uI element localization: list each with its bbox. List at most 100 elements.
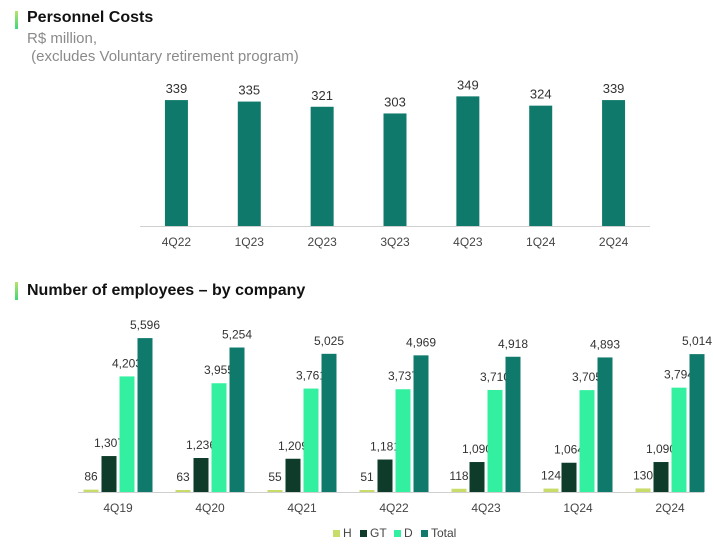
value-label-Total: 5,014 xyxy=(682,334,712,348)
top-chart-title: Personnel Costs xyxy=(27,9,154,26)
bar-Total-4Q20 xyxy=(229,347,245,492)
value-label-H: 130 xyxy=(633,468,653,482)
bar-H-1Q24 xyxy=(543,488,559,492)
cost-value-label: 339 xyxy=(603,81,625,96)
cost-value-label: 321 xyxy=(311,88,333,103)
value-label-GT: 1,064 xyxy=(554,443,584,457)
bar-GT-4Q19 xyxy=(101,456,117,492)
cost-tick-label: 4Q22 xyxy=(162,235,192,249)
value-label-Total: 4,969 xyxy=(406,335,436,349)
cost-bar-3Q23 xyxy=(383,113,407,226)
value-label-GT: 1,090 xyxy=(462,442,492,456)
cost-bar-1Q23 xyxy=(237,101,261,226)
top-chart-subtitle-line2: (excludes Voluntary retirement program) xyxy=(27,48,299,65)
value-label-D: 3,761 xyxy=(296,369,326,383)
personnel-costs-chart: 339 4Q22 335 1Q23 321 2Q23 303 3Q23 349 4Q23 324 1Q… xyxy=(140,77,650,249)
value-label-D: 4,203 xyxy=(112,356,142,370)
value-label-H: 124 xyxy=(541,469,561,483)
cost-bar-2Q23 xyxy=(310,106,334,226)
employees-tick-label: 2Q24 xyxy=(655,501,685,515)
cost-value-label: 339 xyxy=(166,81,188,96)
legend-swatch-H xyxy=(333,530,340,537)
bar-GT-4Q20 xyxy=(193,458,209,492)
bar-H-4Q22 xyxy=(359,490,375,492)
bar-H-4Q21 xyxy=(267,490,283,492)
employees-tick-label: 1Q24 xyxy=(563,501,593,515)
top-chart-subtitle-line1: R$ million, xyxy=(27,30,98,47)
bar-Total-4Q21 xyxy=(321,353,337,492)
bar-Total-1Q24 xyxy=(597,357,613,492)
cost-bar-4Q22 xyxy=(164,100,188,226)
legend-label-Total: Total xyxy=(431,526,456,540)
value-label-D: 3,737 xyxy=(388,369,418,383)
bar-H-2Q24 xyxy=(635,488,651,492)
bottom-chart-title: Number of employees – by company xyxy=(27,282,306,299)
cost-value-label: 303 xyxy=(384,94,406,109)
employees-tick-label: 4Q22 xyxy=(379,501,409,515)
employees-tick-label: 4Q21 xyxy=(287,501,317,515)
value-label-Total: 5,025 xyxy=(314,334,344,348)
employees-tick-label: 4Q23 xyxy=(471,501,501,515)
value-label-D: 3,710 xyxy=(480,370,510,384)
value-label-GT: 1,307 xyxy=(94,436,124,450)
value-label-GT: 1,236 xyxy=(186,438,216,452)
bar-Total-4Q19 xyxy=(137,338,153,492)
cost-value-label: 324 xyxy=(530,87,552,102)
value-label-D: 3,794 xyxy=(664,368,694,382)
value-label-H: 63 xyxy=(176,470,190,484)
legend-swatch-GT xyxy=(360,530,367,537)
top-title-accent xyxy=(15,11,18,29)
value-label-Total: 5,596 xyxy=(130,318,160,332)
cost-tick-label: 2Q24 xyxy=(599,235,629,249)
value-label-H: 51 xyxy=(360,470,374,484)
value-label-H: 118 xyxy=(449,469,468,483)
value-label-Total: 4,918 xyxy=(498,337,528,351)
legend-swatch-Total xyxy=(421,530,428,537)
bar-Total-2Q24 xyxy=(689,354,705,492)
cost-tick-label: 4Q23 xyxy=(453,235,483,249)
value-label-GT: 1,090 xyxy=(646,442,676,456)
bar-Total-4Q23 xyxy=(505,356,521,492)
cost-tick-label: 2Q23 xyxy=(307,235,337,249)
cost-value-label: 335 xyxy=(238,83,260,98)
bar-D-1Q24 xyxy=(579,390,595,492)
value-label-Total: 5,254 xyxy=(222,328,252,342)
bar-D-2Q24 xyxy=(671,387,687,492)
value-label-H: 86 xyxy=(84,470,98,484)
value-label-H: 55 xyxy=(268,470,282,484)
bar-GT-4Q22 xyxy=(377,459,393,492)
bar-H-4Q23 xyxy=(451,488,467,492)
bar-D-4Q22 xyxy=(395,389,411,492)
bar-GT-1Q24 xyxy=(561,462,577,492)
value-label-Total: 4,893 xyxy=(590,337,620,351)
bar-H-4Q20 xyxy=(175,490,191,492)
legend-label-GT: GT xyxy=(370,526,387,540)
bar-D-4Q19 xyxy=(119,376,135,492)
employees-tick-label: 4Q20 xyxy=(195,501,225,515)
legend-label-D: D xyxy=(404,526,413,540)
cost-value-label: 349 xyxy=(457,77,479,92)
bar-D-4Q21 xyxy=(303,388,319,492)
value-label-D: 3,705 xyxy=(572,370,602,384)
employees-tick-label: 4Q19 xyxy=(103,501,133,515)
cost-tick-label: 3Q23 xyxy=(380,235,410,249)
value-label-GT: 1,209 xyxy=(278,439,308,453)
bar-D-4Q20 xyxy=(211,383,227,492)
bar-D-4Q23 xyxy=(487,389,503,492)
bar-GT-4Q23 xyxy=(469,462,485,492)
bar-GT-4Q21 xyxy=(285,458,301,492)
cost-bar-1Q24 xyxy=(529,105,553,226)
legend-swatch-D xyxy=(394,530,401,537)
bar-GT-2Q24 xyxy=(653,462,669,492)
bar-Total-4Q22 xyxy=(413,355,429,492)
bottom-title-accent xyxy=(15,282,18,300)
legend-label-H: H xyxy=(343,526,352,540)
bar-H-4Q19 xyxy=(83,489,99,492)
cost-tick-label: 1Q24 xyxy=(526,235,556,249)
value-label-D: 3,955 xyxy=(204,363,234,377)
cost-bar-2Q24 xyxy=(602,100,626,226)
value-label-GT: 1,181 xyxy=(370,440,400,454)
cost-tick-label: 1Q23 xyxy=(235,235,265,249)
cost-bar-4Q23 xyxy=(456,96,480,226)
